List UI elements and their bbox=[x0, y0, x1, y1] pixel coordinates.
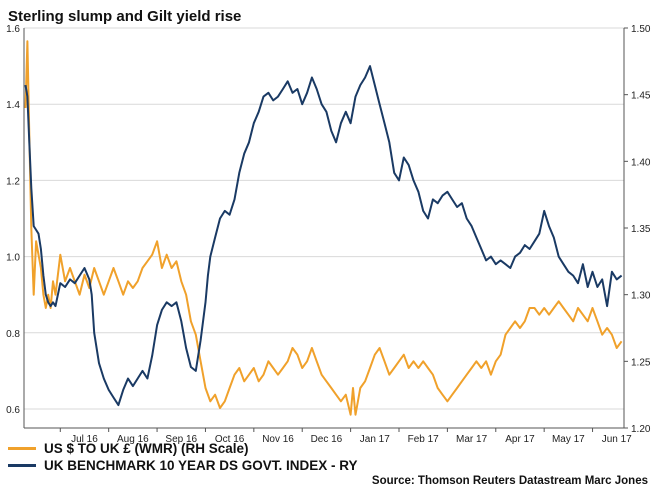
legend: US $ TO UK £ (WMR) (RH Scale) UK BENCHMA… bbox=[8, 440, 358, 474]
legend-swatch-gilt bbox=[8, 464, 36, 467]
source-note: Source: Thomson Reuters Datastream Marc … bbox=[371, 475, 648, 487]
y-left-tick-label: 1.4 bbox=[6, 100, 20, 111]
series-layer bbox=[24, 40, 623, 416]
x-tick-label: Nov 16 bbox=[262, 434, 294, 445]
y-right-tick-label: 1.30 bbox=[631, 291, 651, 302]
grid-layer bbox=[24, 27, 624, 410]
x-tick-label: Jul 16 bbox=[71, 434, 98, 445]
y-left-tick-label: 0.8 bbox=[6, 329, 20, 340]
legend-label-gbp: US $ TO UK £ (WMR) (RH Scale) bbox=[44, 441, 249, 456]
series-line-gilt-yield bbox=[24, 65, 623, 407]
x-tick-label: Jun 17 bbox=[602, 434, 632, 445]
x-tick-label: Mar 17 bbox=[456, 434, 488, 445]
x-tick-label: Dec 16 bbox=[311, 434, 343, 445]
x-tick-label: Sep 16 bbox=[165, 434, 197, 445]
x-tick-label: Oct 16 bbox=[215, 434, 245, 445]
series-line-gbp-usd bbox=[24, 40, 623, 416]
y-right-tick-label: 1.35 bbox=[631, 224, 651, 235]
x-tick-label: Jan 17 bbox=[360, 434, 390, 445]
y-right-tick-label: 1.50 bbox=[631, 24, 651, 35]
legend-label-gilt: UK BENCHMARK 10 YEAR DS GOVT. INDEX - RY bbox=[44, 458, 358, 473]
y-right-tick-label: 1.45 bbox=[631, 91, 651, 102]
y-left-tick-label: 1.0 bbox=[6, 253, 20, 264]
chart-title: Sterling slump and Gilt yield rise bbox=[8, 8, 242, 25]
y-left-tick-label: 1.2 bbox=[6, 176, 20, 187]
y-left-tick-label: 1.6 bbox=[6, 24, 20, 35]
legend-item-gilt: UK BENCHMARK 10 YEAR DS GOVT. INDEX - RY bbox=[8, 457, 358, 474]
y-right-tick-label: 1.40 bbox=[631, 157, 651, 168]
y-left-tick-label: 0.6 bbox=[6, 405, 20, 416]
legend-swatch-gbp bbox=[8, 447, 36, 450]
axis-layer: 0.6 0.8 1.0 1.2 1.4 1.6 1.20 1.25 1.30 1.35 1.40 1.… bbox=[6, 24, 651, 445]
x-tick-label: May 17 bbox=[552, 434, 585, 445]
y-right-tick-label: 1.20 bbox=[631, 424, 651, 435]
x-tick-label: Feb 17 bbox=[408, 434, 440, 445]
legend-item-gbp: US $ TO UK £ (WMR) (RH Scale) bbox=[8, 440, 358, 457]
x-tick-label: Apr 17 bbox=[505, 434, 535, 445]
x-tick-label: Aug 16 bbox=[117, 434, 149, 445]
y-right-tick-label: 1.25 bbox=[631, 357, 651, 368]
